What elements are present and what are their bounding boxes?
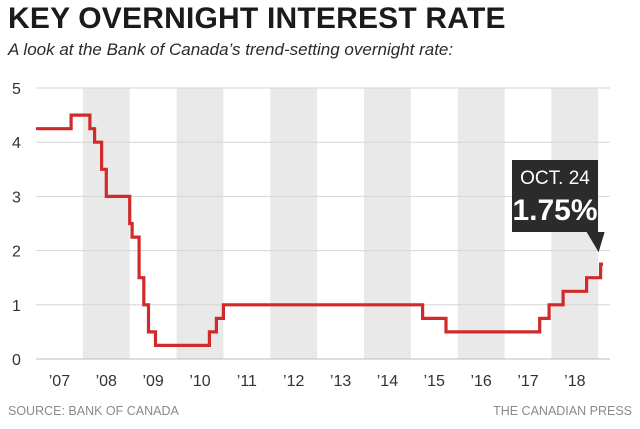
x-tick-label: ’15 [424,373,445,390]
source-credit: SOURCE: BANK OF CANADA [8,404,179,418]
chart-subtitle: A look at the Bank of Canada’s trend-set… [8,40,454,59]
rate-series [36,113,603,347]
y-tick-label: 4 [12,135,21,152]
callout-value: 1.75% [512,194,597,227]
x-tick-label: ’07 [49,373,70,390]
year-band-2 [270,88,318,359]
callout-date: OCT. 24 [520,168,590,189]
x-axis-ticks: ’07 ’08 ’09 ’10 ’11 ’12 ’13 ’14 ’15 ’16 ’17 ’18 [49,373,586,390]
x-tick-label: ’18 [564,373,585,390]
x-tick-label: ’09 [142,373,163,390]
callout-box [512,160,605,253]
rate-callout: OCT. 24 1.75% [512,160,605,253]
y-tick-label: 2 [12,244,21,261]
y-tick-label: 3 [12,189,21,206]
x-tick-label: ’08 [96,373,117,390]
x-tick-label: ’14 [377,373,398,390]
year-band-1 [176,88,224,359]
y-axis-ticks: 0 1 2 3 4 5 [12,81,21,369]
year-band-3 [364,88,411,359]
x-tick-label: ’11 [237,373,257,390]
year-band-0 [82,88,130,359]
y-tick-label: 1 [12,298,21,315]
x-tick-label: ’13 [330,373,351,390]
x-tick-label: ’17 [517,373,538,390]
y-tick-label: 5 [12,81,21,98]
x-tick-label: ’10 [189,373,210,390]
year-band-4 [457,88,505,359]
x-tick-label: ’12 [283,373,304,390]
year-bands [82,88,599,359]
chart-title: KEY OVERNIGHT INTEREST RATE [8,2,506,35]
publisher-credit: THE CANADIAN PRESS [493,404,632,418]
x-tick-label: ’16 [470,373,491,390]
y-tick-label: 0 [12,352,21,369]
series-line-0 [36,113,603,347]
